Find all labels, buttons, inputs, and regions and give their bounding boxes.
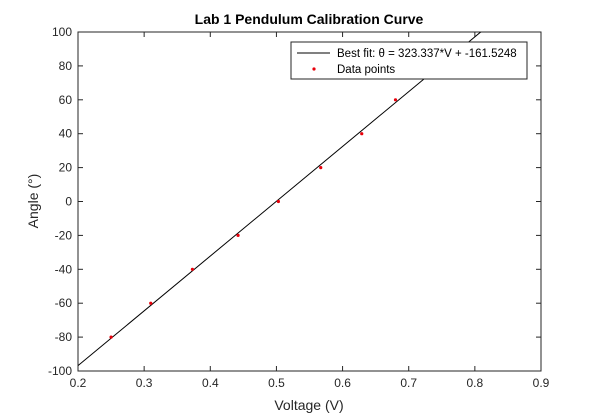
x-tick-label: 0.9 xyxy=(533,376,550,390)
x-tick-label: 0.7 xyxy=(400,376,417,390)
legend-marker-sample xyxy=(312,67,316,71)
y-tick-label: 0 xyxy=(65,195,72,209)
legend: Best fit: θ = 323.337*V + -161.5248 Data… xyxy=(290,41,528,80)
data-point xyxy=(393,98,398,102)
x-tick-label: 0.4 xyxy=(202,376,219,390)
data-point xyxy=(149,301,153,305)
y-tick-label: 80 xyxy=(59,59,73,73)
y-tick-label: 40 xyxy=(59,127,73,141)
y-tick-label: -60 xyxy=(55,296,73,310)
data-point xyxy=(190,267,195,271)
axes-box xyxy=(77,31,542,372)
legend-entry-data-points: Data points xyxy=(337,64,395,76)
x-tick-label: 0.8 xyxy=(467,376,484,390)
y-tick-label: -20 xyxy=(55,228,73,242)
x-tick-label: 0.3 xyxy=(136,376,153,390)
legend-box xyxy=(290,41,528,80)
x-tick-label: 0.6 xyxy=(334,376,351,390)
axes: 0.2 0.3 0.4 0.5 0.6 0.7 0.8 0.9 -100 -80 -60 -40 -20… xyxy=(48,25,550,390)
chart-title: Lab 1 Pendulum Calibration Curve xyxy=(195,11,424,27)
y-tick-label: 100 xyxy=(52,25,72,39)
data-point xyxy=(319,166,323,170)
y-tick-label: -80 xyxy=(55,330,73,344)
data-point xyxy=(276,199,281,204)
data-point xyxy=(236,233,240,237)
y-tick-label: 20 xyxy=(59,161,73,175)
y-axis-label: Angle (°) xyxy=(25,174,41,229)
x-tick-label: 0.2 xyxy=(70,376,87,390)
data-point xyxy=(360,132,364,136)
y-tick-label: 60 xyxy=(59,93,73,107)
x-axis-label: Voltage (V) xyxy=(274,397,343,413)
y-tick-label: -40 xyxy=(55,262,73,276)
data-point xyxy=(109,335,113,339)
x-tick-label: 0.5 xyxy=(268,376,285,390)
legend-entry-best-fit: Best fit: θ = 323.337*V + -161.5248 xyxy=(337,48,517,60)
y-tick-label: -100 xyxy=(48,364,72,378)
